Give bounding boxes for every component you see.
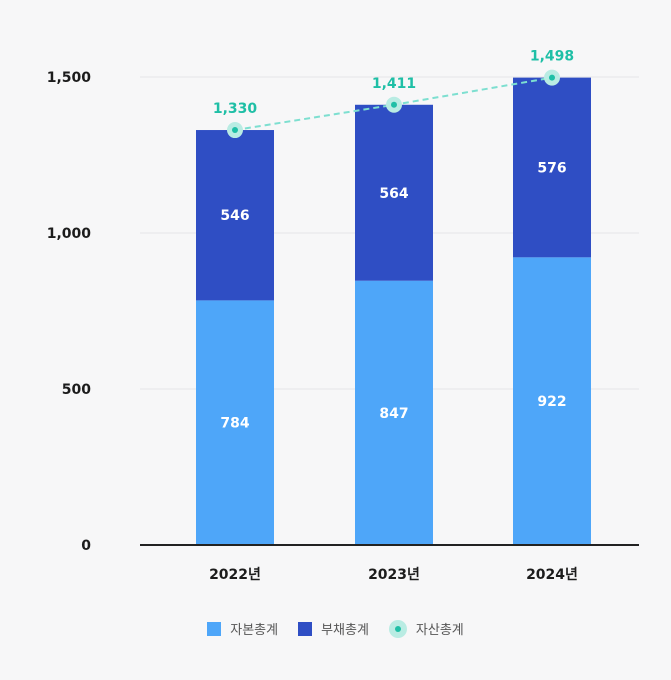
- bar-equity: [196, 300, 274, 545]
- legend: 자본총계 부채총계 자산총계: [0, 619, 671, 638]
- data-label-liabilities: 546: [220, 208, 249, 224]
- data-label-liabilities: 576: [537, 160, 566, 176]
- x-tick-label: 2022년: [209, 567, 261, 583]
- bar-equity: [355, 280, 433, 545]
- legend-swatch-equity: [207, 621, 222, 636]
- x-tick-label: 2024년: [526, 567, 578, 583]
- data-label-equity: 847: [379, 406, 408, 422]
- y-tick-label: 1,500: [47, 70, 92, 86]
- bar-equity: [513, 257, 591, 545]
- chart-plot: 0 500 1,000 1,500 784 546 2022년 847 564 2023년 922 5…: [47, 49, 639, 583]
- point-assets: [549, 74, 555, 81]
- legend-dot-assets: [394, 625, 401, 632]
- data-label-assets: 1,330: [213, 101, 258, 117]
- point-assets: [232, 127, 238, 134]
- bar-liabilities: [513, 77, 591, 258]
- data-label-equity: 784: [220, 416, 249, 432]
- legend-label-liabilities: 부채총계: [321, 623, 369, 638]
- legend-item-assets[interactable]: 자산총계: [388, 619, 464, 638]
- y-tick-label: 500: [62, 382, 91, 398]
- legend-label-equity: 자본총계: [230, 623, 279, 638]
- legend-swatch-liabilities: [298, 621, 313, 636]
- x-tick-label: 2023년: [368, 567, 420, 583]
- data-label-liabilities: 564: [379, 186, 408, 202]
- legend-item-liabilities[interactable]: 부채총계: [298, 619, 369, 638]
- y-tick-label: 0: [81, 538, 91, 554]
- data-label-equity: 922: [537, 394, 566, 410]
- bar-liabilities: [355, 104, 433, 281]
- legend-label-assets: 자산총계: [415, 623, 464, 638]
- point-assets: [391, 101, 397, 108]
- data-label-assets: 1,498: [530, 49, 574, 65]
- bar-liabilities: [196, 130, 274, 301]
- legend-marker-assets: [388, 619, 407, 638]
- y-tick-label: 1,000: [47, 226, 92, 242]
- legend-item-equity[interactable]: 자본총계: [207, 619, 278, 638]
- data-label-assets: 1,411: [372, 76, 416, 92]
